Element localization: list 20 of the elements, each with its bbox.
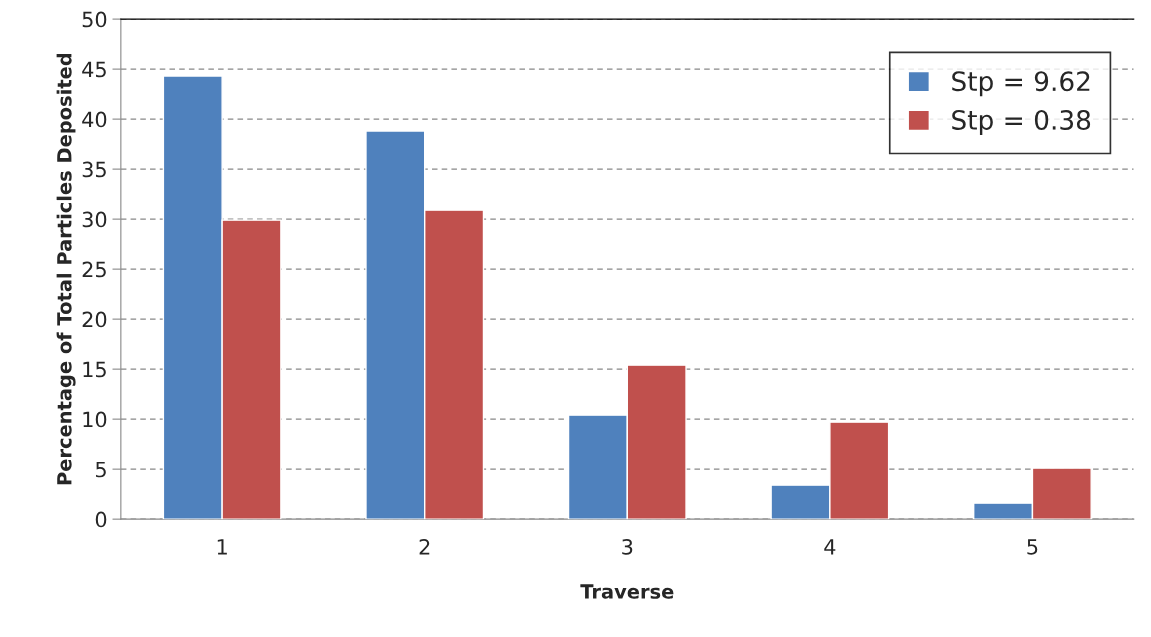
y-tick-label: 25 xyxy=(82,261,106,278)
y-tick-label: 10 xyxy=(83,411,107,428)
y-tick-label: 5 xyxy=(96,461,106,478)
y-tick-label: 45 xyxy=(82,61,106,78)
y-tick-label: 0 xyxy=(95,511,107,528)
x-axis-title: Traverse xyxy=(580,584,674,599)
y-tick-label: 50 xyxy=(82,11,107,28)
y-tick-label: 35 xyxy=(82,161,106,178)
y-tick-label: 15 xyxy=(83,361,106,378)
y-tick-label: 20 xyxy=(82,311,107,328)
x-tick-label: 3 xyxy=(622,538,633,555)
x-tick-label: 4 xyxy=(824,539,836,555)
y-axis-title: Percentage of Total Particles Deposited xyxy=(56,53,76,485)
legend-label: Stp = 0.38 xyxy=(952,109,1091,136)
y-tick-label: 40 xyxy=(82,111,107,128)
x-tick-label: 5 xyxy=(1027,539,1038,555)
x-tick-label: 1 xyxy=(217,539,227,555)
legend-label: Stp = 9.62 xyxy=(952,71,1090,97)
x-tick-label: 2 xyxy=(419,538,430,555)
y-tick-label: 30 xyxy=(82,211,107,228)
